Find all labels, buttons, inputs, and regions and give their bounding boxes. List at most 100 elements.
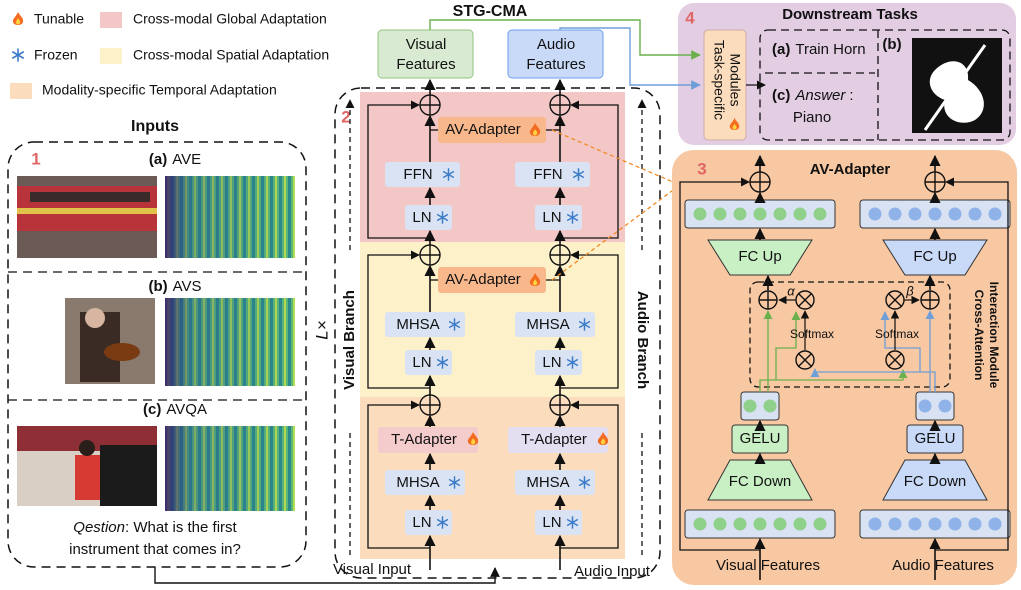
module-label: LN xyxy=(412,354,431,371)
task-label: (c) AVQA xyxy=(143,401,207,418)
feature-token xyxy=(869,518,882,531)
label-part: Train Horn xyxy=(795,41,865,58)
add-op xyxy=(550,395,570,415)
feature-token xyxy=(889,518,902,531)
child xyxy=(75,455,100,500)
feature-token xyxy=(734,208,747,221)
module-label: Task-specific xyxy=(711,40,727,120)
panel-heading: Inputs xyxy=(131,118,179,135)
module-label: T-Adapter xyxy=(521,431,587,448)
module-label: Modules xyxy=(727,54,743,107)
legend-label: Frozen xyxy=(34,47,78,63)
feature-token xyxy=(754,518,767,531)
face xyxy=(85,308,105,328)
task-result: (c)Answer: xyxy=(772,87,854,104)
output-label: Visual xyxy=(406,36,447,53)
feature-token xyxy=(744,400,757,413)
module-label: Interaction Module xyxy=(987,282,1001,389)
violin xyxy=(104,343,140,361)
label-part: (b) xyxy=(148,278,167,295)
weight-symbol: β xyxy=(905,283,914,298)
fire-icon xyxy=(13,12,23,25)
feature-token xyxy=(774,208,787,221)
weight-symbol: α xyxy=(787,283,795,298)
feature-token xyxy=(939,400,952,413)
legend-swatch xyxy=(10,83,32,99)
feature-token xyxy=(694,518,707,531)
output-label: Audio xyxy=(537,36,575,53)
snowflake-icon xyxy=(13,49,23,61)
module-label: FFN xyxy=(403,166,432,183)
spectrogram-fade xyxy=(165,426,295,511)
feature-token xyxy=(764,400,777,413)
label-part: (c) xyxy=(772,87,790,104)
feature-token xyxy=(989,208,1002,221)
legend-label: Modality-specific Temporal Adaptation xyxy=(42,82,277,98)
feature-token xyxy=(919,400,932,413)
legend-swatch xyxy=(100,48,122,64)
panel-heading: AV-Adapter xyxy=(810,161,891,178)
task-label: (b) AVS xyxy=(148,278,201,295)
feature-token xyxy=(929,518,942,531)
feature-token xyxy=(909,518,922,531)
add-op xyxy=(750,172,770,192)
add-op xyxy=(921,291,939,309)
feature-token xyxy=(714,518,727,531)
module-label: AV-Adapter xyxy=(445,271,521,288)
question: Qestion: What is the first xyxy=(73,519,237,536)
add-op xyxy=(550,95,570,115)
module-label: T-Adapter xyxy=(391,431,457,448)
panel-number: 3 xyxy=(697,159,706,178)
output-label: Features xyxy=(396,56,455,73)
panel-number: 4 xyxy=(685,8,695,27)
feature-token xyxy=(889,208,902,221)
feature-token xyxy=(869,208,882,221)
module-label: FFN xyxy=(533,166,562,183)
legend-label: Cross-modal Global Adaptation xyxy=(133,11,327,27)
legend-label: Cross-modal Spatial Adaptation xyxy=(133,47,329,63)
module-label: GELU xyxy=(740,430,781,447)
add-op xyxy=(420,395,440,415)
feature-token xyxy=(949,208,962,221)
module-label: LN xyxy=(542,354,561,371)
add-op xyxy=(759,291,777,309)
input-connector xyxy=(155,567,495,583)
input-label: Visual Input xyxy=(333,561,412,578)
feature-token xyxy=(929,208,942,221)
input-label: Audio Input xyxy=(574,563,651,580)
panel-number: 1 xyxy=(31,149,40,168)
add-op xyxy=(420,95,440,115)
module-label: FC Down xyxy=(729,473,792,490)
feature-token xyxy=(694,208,707,221)
feature-token xyxy=(794,208,807,221)
add-op xyxy=(420,245,440,265)
feature-token xyxy=(909,208,922,221)
module-label: LN xyxy=(542,209,561,226)
label-part: (c) xyxy=(143,401,161,418)
module-label: AV-Adapter xyxy=(445,121,521,138)
label-part: (a) xyxy=(149,151,167,168)
label-part: Answer xyxy=(794,87,846,104)
legend-swatch xyxy=(100,12,122,28)
task-result: (a)Train Horn xyxy=(772,41,866,58)
label-part: : xyxy=(849,87,853,104)
module-label: MHSA xyxy=(396,316,439,333)
label-part: AVS xyxy=(173,278,202,295)
module-label: MHSA xyxy=(396,474,439,491)
question: instrument that comes in? xyxy=(69,541,241,558)
piano xyxy=(100,445,157,506)
branch-label: Audio Branch xyxy=(634,291,651,389)
label-part: AVQA xyxy=(166,401,207,418)
train-window xyxy=(30,192,150,202)
diagram: TunableCross-modal Global AdaptationFroz… xyxy=(0,0,1021,590)
task-result: (b) xyxy=(882,36,901,53)
op-label: Softmax xyxy=(790,327,834,341)
label-part: Qestion xyxy=(73,519,125,536)
feature-token xyxy=(794,518,807,531)
feature-token xyxy=(774,518,787,531)
add-op xyxy=(925,172,945,192)
feature-token xyxy=(734,518,747,531)
figure-title: STG-CMA xyxy=(453,3,528,20)
panel-heading: Downstream Tasks xyxy=(782,6,918,23)
label-part: : What is the first xyxy=(125,519,238,536)
